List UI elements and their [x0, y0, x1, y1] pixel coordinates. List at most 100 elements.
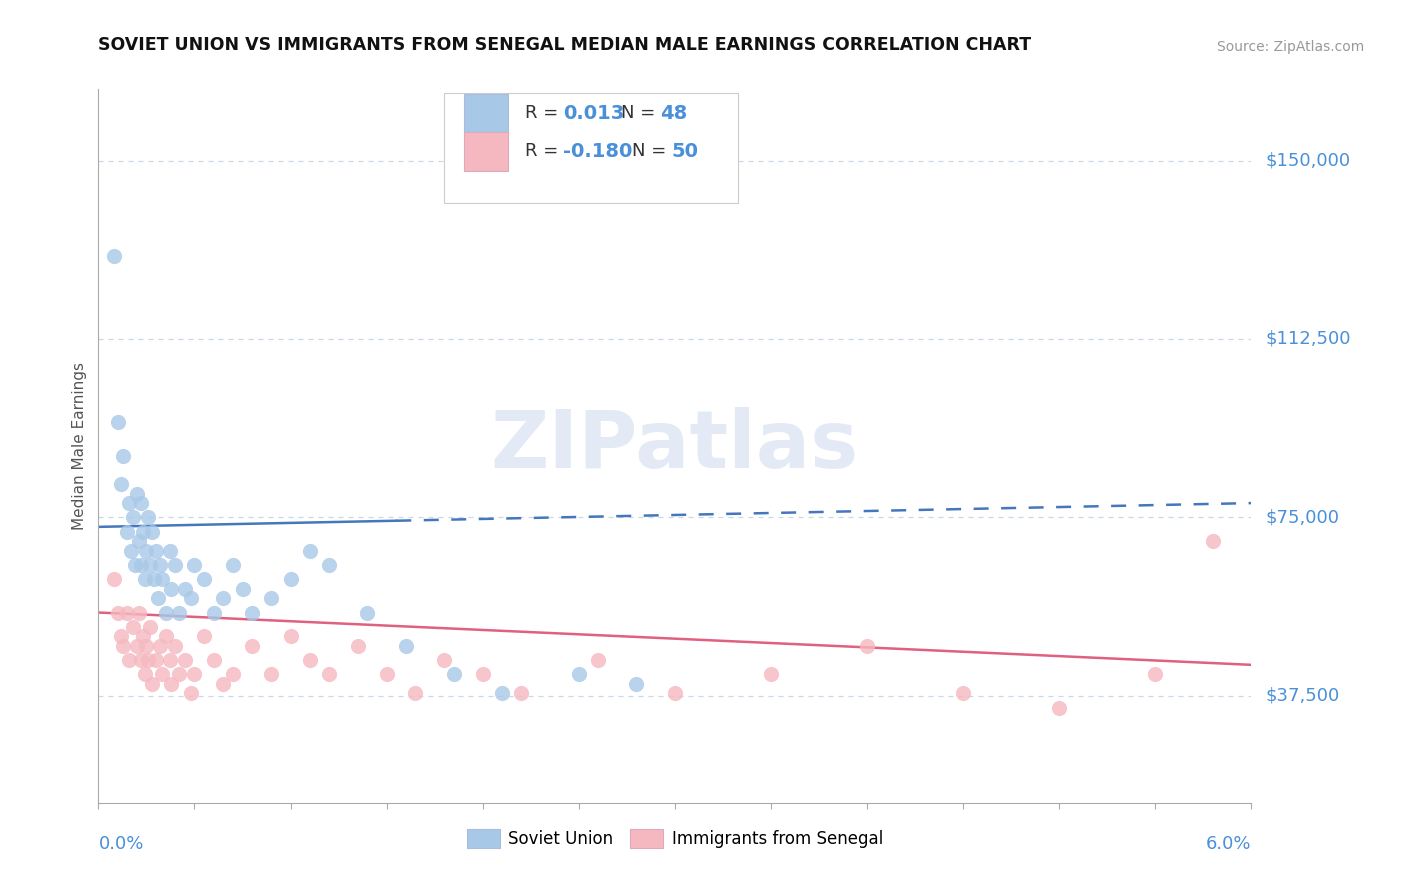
Point — [193, 629, 215, 643]
Point — [155, 606, 177, 620]
Point — [146, 591, 169, 606]
Point — [356, 606, 378, 620]
Point — [568, 667, 591, 681]
Point — [167, 606, 190, 620]
Point — [155, 629, 177, 643]
Point — [124, 558, 146, 572]
Point — [112, 639, 135, 653]
Point — [240, 639, 263, 653]
Point — [107, 606, 129, 620]
Point — [375, 667, 398, 681]
Point — [318, 667, 340, 681]
Point — [131, 524, 153, 539]
Text: Source: ZipAtlas.com: Source: ZipAtlas.com — [1216, 39, 1364, 54]
Point — [174, 582, 197, 596]
Point — [1047, 700, 1070, 714]
Point — [103, 249, 125, 263]
Point — [433, 653, 456, 667]
Point — [143, 572, 166, 586]
Point — [280, 572, 302, 586]
Point — [149, 558, 172, 572]
Point — [118, 496, 141, 510]
Point — [139, 620, 162, 634]
Point — [135, 639, 157, 653]
Text: SOVIET UNION VS IMMIGRANTS FROM SENEGAL MEDIAN MALE EARNINGS CORRELATION CHART: SOVIET UNION VS IMMIGRANTS FROM SENEGAL … — [98, 36, 1032, 54]
Point — [759, 667, 782, 681]
Point — [145, 543, 167, 558]
Point — [125, 486, 148, 500]
Text: R =: R = — [524, 104, 564, 122]
Text: N =: N = — [633, 143, 672, 161]
Point — [165, 558, 187, 572]
Point — [141, 524, 163, 539]
Point — [150, 667, 173, 681]
Point — [202, 606, 225, 620]
Point — [626, 677, 648, 691]
Point — [183, 667, 205, 681]
Point — [160, 677, 183, 691]
FancyBboxPatch shape — [444, 93, 738, 203]
Point — [212, 677, 235, 691]
Point — [135, 543, 157, 558]
Text: $37,500: $37,500 — [1265, 687, 1340, 705]
Point — [160, 582, 183, 596]
Point — [260, 667, 283, 681]
Point — [180, 591, 202, 606]
Point — [222, 558, 245, 572]
FancyBboxPatch shape — [464, 95, 508, 134]
Point — [395, 639, 418, 653]
FancyBboxPatch shape — [464, 132, 508, 171]
Point — [112, 449, 135, 463]
Point — [193, 572, 215, 586]
Point — [202, 653, 225, 667]
Point — [240, 606, 263, 620]
Point — [149, 639, 172, 653]
Point — [129, 653, 152, 667]
Point — [280, 629, 302, 643]
Legend: Soviet Union, Immigrants from Senegal: Soviet Union, Immigrants from Senegal — [460, 822, 890, 855]
Point — [110, 629, 132, 643]
Text: 48: 48 — [659, 104, 688, 123]
Point — [103, 572, 125, 586]
Point — [174, 653, 197, 667]
Point — [145, 653, 167, 667]
Point — [856, 639, 879, 653]
Point — [138, 653, 160, 667]
Point — [159, 543, 181, 558]
Point — [128, 534, 150, 549]
Text: R =: R = — [524, 143, 564, 161]
Point — [212, 591, 235, 606]
Point — [443, 667, 465, 681]
Point — [141, 677, 163, 691]
Point — [1144, 667, 1167, 681]
Point — [346, 639, 368, 653]
Text: N =: N = — [620, 104, 661, 122]
Text: $75,000: $75,000 — [1265, 508, 1340, 526]
Point — [405, 686, 427, 700]
Point — [952, 686, 974, 700]
Point — [298, 653, 321, 667]
Point — [298, 543, 321, 558]
Point — [117, 606, 138, 620]
Text: 0.013: 0.013 — [562, 104, 624, 123]
Text: 50: 50 — [672, 142, 699, 161]
Point — [165, 639, 187, 653]
Point — [129, 496, 152, 510]
Point — [125, 639, 148, 653]
Y-axis label: Median Male Earnings: Median Male Earnings — [72, 362, 87, 530]
Point — [586, 653, 609, 667]
Point — [159, 653, 181, 667]
Point — [222, 667, 245, 681]
Point — [471, 667, 494, 681]
Point — [118, 653, 141, 667]
Point — [491, 686, 513, 700]
Point — [134, 572, 156, 586]
Point — [122, 510, 145, 524]
Text: $150,000: $150,000 — [1265, 152, 1350, 169]
Point — [510, 686, 533, 700]
Point — [120, 543, 142, 558]
Point — [131, 629, 153, 643]
Point — [1202, 534, 1225, 549]
Point — [134, 667, 156, 681]
Point — [231, 582, 254, 596]
